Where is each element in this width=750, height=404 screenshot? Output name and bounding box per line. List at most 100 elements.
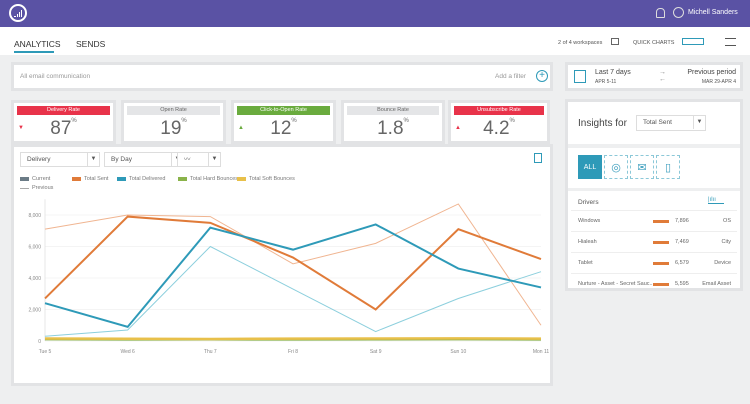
- insights-panel: Insights for Total Sent ▼ ALL ◎ ✉ ▯ Drive…: [565, 99, 743, 291]
- legend-label: Previous: [32, 185, 54, 191]
- legend-item[interactable]: Total Delivered: [117, 176, 165, 182]
- kpi-value: 1.8: [377, 118, 404, 139]
- kpi-card-2[interactable]: Click-to-Open Rate ▲ 12%: [231, 100, 336, 144]
- top-bar: Michell Sanders: [0, 0, 750, 27]
- divider: [568, 188, 740, 191]
- swap-arrows-icon[interactable]: → ←: [659, 69, 666, 83]
- kpi-value: 19: [160, 118, 182, 139]
- driver-row[interactable]: Tablet 6,579 Device: [571, 252, 737, 273]
- tablet-icon[interactable]: ▯: [656, 155, 680, 179]
- x-tick-label: Thu 7: [204, 349, 217, 355]
- y-tick-label: 4,000: [28, 276, 41, 282]
- tab-sends[interactable]: SENDS: [76, 39, 106, 49]
- chevron-down-icon: ▼: [208, 153, 220, 166]
- kpi-unit: %: [291, 118, 297, 124]
- drivers-title: Drivers: [578, 199, 599, 206]
- mail-icon[interactable]: ✉: [630, 155, 654, 179]
- add-filter-icon[interactable]: +: [536, 70, 548, 82]
- insights-metric-select[interactable]: Total Sent ▼: [636, 115, 706, 131]
- legend-label: Total Sent: [84, 176, 109, 182]
- filter-input[interactable]: All email communication: [20, 73, 91, 80]
- tab-bar: ANALYTICS SENDS 2 of 4 workspaces QUICK …: [0, 27, 750, 55]
- active-tab-indicator: [14, 51, 54, 53]
- quick-charts-button[interactable]: QUICK CHARTS: [633, 40, 675, 46]
- export-icon[interactable]: [534, 153, 542, 163]
- legend-item[interactable]: Total Sent: [72, 176, 108, 182]
- kpi-unit: %: [71, 118, 77, 124]
- trend-up-icon: ▲: [455, 125, 461, 131]
- driver-value: 6,579: [675, 260, 689, 266]
- driver-name: Windows: [578, 218, 601, 224]
- kpi-card-1[interactable]: Open Rate 19%: [121, 100, 226, 144]
- driver-category: Email Asset: [702, 281, 731, 287]
- driver-category: OS: [723, 218, 731, 224]
- user-name[interactable]: Michell Sanders: [688, 9, 738, 16]
- kpi-value: 87: [50, 118, 72, 139]
- y-tick-label: 6,000: [28, 245, 41, 251]
- kpi-label: Delivery Rate: [17, 106, 110, 115]
- quick-charts-icon[interactable]: [682, 38, 704, 45]
- user-icon[interactable]: ◎: [604, 155, 628, 179]
- filter-all-button[interactable]: ALL: [578, 155, 602, 179]
- line-chart-icon: 〰: [184, 156, 191, 163]
- series-line-total-sent-current: [44, 215, 542, 311]
- workspaces-link[interactable]: 2 of 4 workspaces: [558, 40, 603, 46]
- driver-value: 5,595: [675, 281, 689, 287]
- driver-bar: [653, 262, 669, 265]
- metric-select[interactable]: Delivery ▼: [20, 152, 100, 167]
- kpi-card-3[interactable]: Bounce Rate 1.8%: [341, 100, 445, 144]
- date-range-selector[interactable]: Last 7 days APR 5-11 → ← Previous period …: [565, 62, 743, 91]
- legend-item[interactable]: Total Hard Bounces: [178, 176, 238, 182]
- settings-sliders-icon[interactable]: [725, 38, 736, 46]
- y-tick-label: 8,000: [28, 213, 41, 219]
- current-period-range: APR 5-11: [595, 79, 617, 85]
- tab-analytics[interactable]: ANALYTICS: [14, 39, 61, 49]
- x-tick-label: Sat 9: [370, 349, 382, 355]
- driver-value: 7,896: [675, 218, 689, 224]
- legend-item[interactable]: Total Soft Bounces: [237, 176, 295, 182]
- legend-label: Current: [32, 176, 51, 182]
- kpi-label: Open Rate: [127, 106, 220, 115]
- user-icon[interactable]: [673, 7, 684, 18]
- driver-value: 7,469: [675, 239, 689, 245]
- driver-name: Tablet: [578, 260, 593, 266]
- divider: [568, 144, 740, 148]
- add-filter-link[interactable]: Add a filter: [495, 73, 527, 80]
- driver-bar: [653, 241, 669, 244]
- x-tick-label: Tue 5: [39, 349, 52, 355]
- legend-item[interactable]: Current: [20, 176, 50, 182]
- kpi-label: Click-to-Open Rate: [237, 106, 330, 115]
- driver-row[interactable]: Hialeah 7,469 City: [571, 231, 737, 252]
- driver-category: Device: [714, 260, 731, 266]
- workspace-icon[interactable]: [611, 38, 619, 45]
- driver-name: Hialeah: [578, 239, 597, 245]
- bar-chart-icon[interactable]: |ılıı: [708, 197, 724, 204]
- insights-title: Insights for: [578, 118, 627, 129]
- x-tick-label: Fri 8: [288, 349, 298, 355]
- driver-row[interactable]: Windows 7,896 OS: [571, 210, 737, 231]
- kpi-unit: %: [403, 118, 409, 124]
- series-line-total-soft-bounces-current: [44, 337, 542, 341]
- metric-value: Delivery: [27, 156, 51, 163]
- calendar-icon: [574, 70, 586, 83]
- kpi-card-0[interactable]: Delivery Rate ▼ 87%: [11, 100, 116, 144]
- bell-icon[interactable]: [656, 8, 665, 18]
- kpi-value: 12: [270, 118, 292, 139]
- legend-label: Total Hard Bounces: [190, 176, 238, 182]
- chart-type-select[interactable]: 〰 ▼: [177, 152, 221, 167]
- interval-value: By Day: [111, 156, 132, 163]
- filter-bar[interactable]: All email communication Add a filter +: [11, 62, 553, 91]
- previous-period-label: Previous period: [687, 69, 736, 76]
- kpi-card-4[interactable]: Unsubscribe Rate ▲ 4.2%: [448, 100, 550, 144]
- trend-up-icon: ▲: [238, 125, 244, 131]
- logo[interactable]: [9, 4, 27, 22]
- driver-row[interactable]: Nurture - Asset - Secret Sauc... 5,595 E…: [571, 273, 737, 294]
- legend-item[interactable]: Previous: [20, 185, 53, 191]
- insights-metric-value: Total Sent: [643, 119, 672, 126]
- series-line-total-delivered-previous: [44, 245, 542, 337]
- driver-category: City: [721, 239, 731, 245]
- legend-label: Total Soft Bounces: [249, 176, 295, 182]
- y-tick-label: 0: [38, 339, 41, 345]
- kpi-unit: %: [509, 118, 515, 124]
- x-tick-label: Sun 10: [450, 349, 466, 355]
